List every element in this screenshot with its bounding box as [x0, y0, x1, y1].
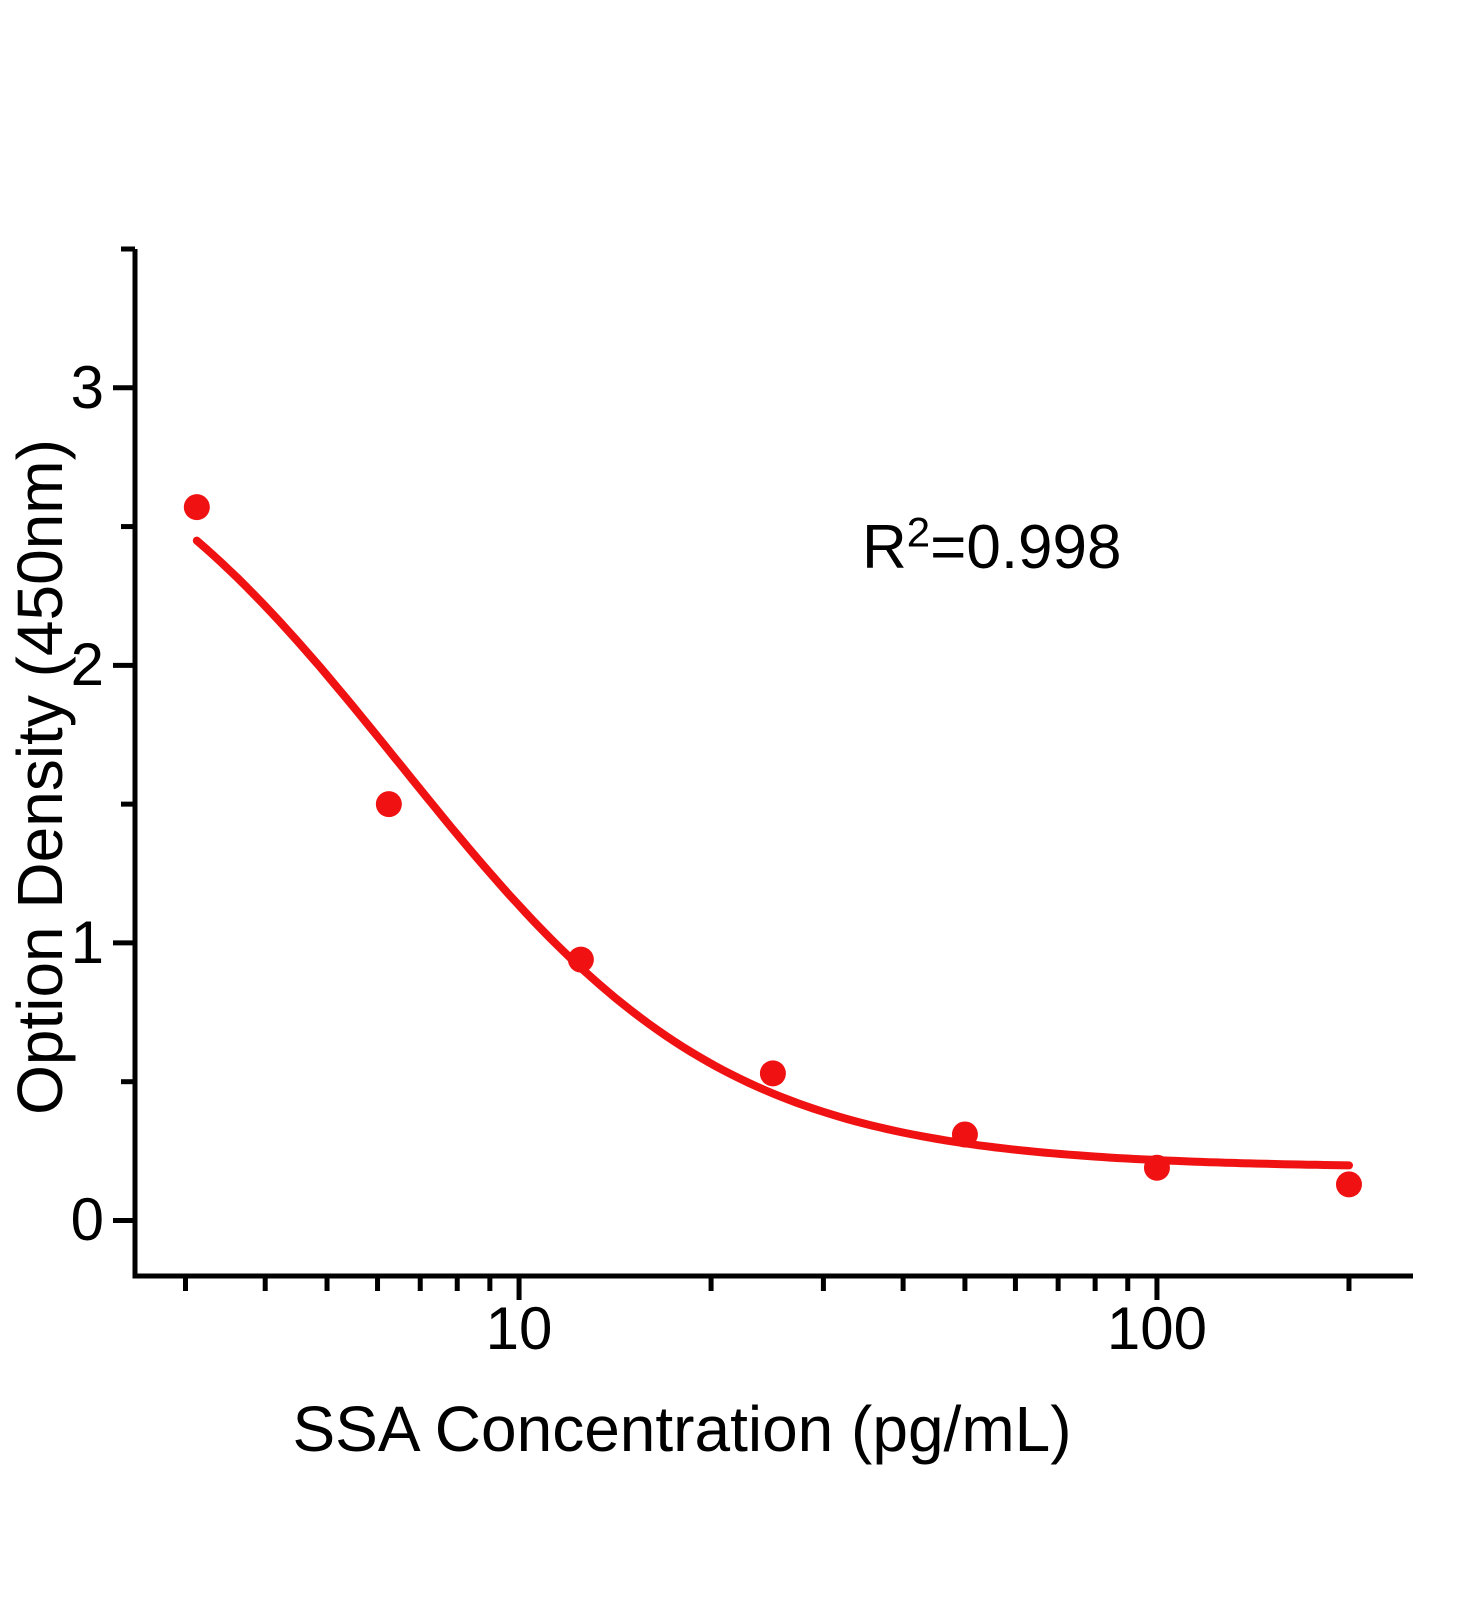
data-point [375, 791, 402, 818]
data-point [759, 1060, 786, 1087]
r-squared-annotation: R2=0.998 [862, 511, 1122, 583]
data-point [951, 1121, 978, 1148]
y-tick-label: 1 [70, 908, 104, 976]
r-squared-value: =0.998 [930, 513, 1122, 582]
y-tick-label: 3 [70, 353, 104, 421]
x-axis-label: SSA Concentration (pg/mL) [292, 1393, 1072, 1465]
data-point [183, 494, 210, 521]
r-squared-exponent: 2 [906, 508, 931, 556]
x-tick-label: 10 [485, 1295, 553, 1362]
data-point [567, 946, 594, 973]
y-tick-label: 0 [70, 1186, 104, 1254]
data-point [1143, 1154, 1170, 1181]
x-tick-label: 100 [1106, 1295, 1207, 1362]
r-squared-base: R [862, 513, 907, 582]
y-tick-label: 2 [70, 631, 104, 699]
data-point [1335, 1171, 1362, 1198]
y-axis-label: Option Density (450nm) [4, 439, 76, 1115]
